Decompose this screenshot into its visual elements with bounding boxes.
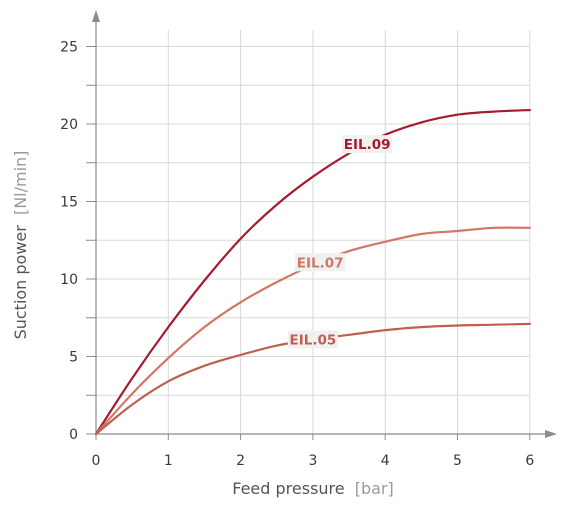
y-axis-label: Suction power xyxy=(11,225,30,340)
y-tick-labels: 0 5 10 15 20 25 xyxy=(60,40,78,444)
x-axis-unit: [bar] xyxy=(355,479,394,498)
y-tick-label: 25 xyxy=(60,40,78,56)
y-tick-label: 5 xyxy=(69,350,78,366)
series-label-eil-07: EIL.07 xyxy=(297,255,344,271)
series-label-bg-eil-05 xyxy=(287,330,338,349)
x-tick-label: 6 xyxy=(525,453,534,469)
axes xyxy=(86,10,557,440)
series-labels: EIL.09 EIL.07 EIL.05 xyxy=(287,135,393,349)
series-line-eil-09 xyxy=(94,109,531,436)
y-tick-label: 20 xyxy=(60,117,78,133)
x-axis-arrow-icon xyxy=(545,430,557,438)
y-tick-label: 10 xyxy=(60,272,78,288)
x-tick-labels: 0 1 2 3 4 5 6 xyxy=(92,453,535,469)
y-axis-unit: [Nl/min] xyxy=(11,151,30,215)
series-label-eil-05: EIL.05 xyxy=(290,332,337,348)
y-tick-label: 15 xyxy=(60,195,78,211)
x-axis-title: Feed pressure [bar] xyxy=(232,479,394,498)
y-tick-label: 0 xyxy=(69,427,78,443)
series-label-bg-eil-09 xyxy=(342,135,393,154)
x-tick-label: 0 xyxy=(92,453,101,469)
grid xyxy=(96,30,531,434)
x-tick-label: 4 xyxy=(381,453,390,469)
x-tick-label: 3 xyxy=(308,453,317,469)
x-axis-label: Feed pressure xyxy=(232,479,344,498)
series-label-bg-eil-07 xyxy=(295,253,346,272)
x-tick-label: 2 xyxy=(236,453,245,469)
y-axis-title: Suction power [Nl/min] xyxy=(11,151,30,340)
x-tick-label: 5 xyxy=(453,453,462,469)
x-tick-label: 1 xyxy=(164,453,173,469)
y-axis-arrow-icon xyxy=(92,10,100,22)
series-label-eil-09: EIL.09 xyxy=(344,137,391,153)
